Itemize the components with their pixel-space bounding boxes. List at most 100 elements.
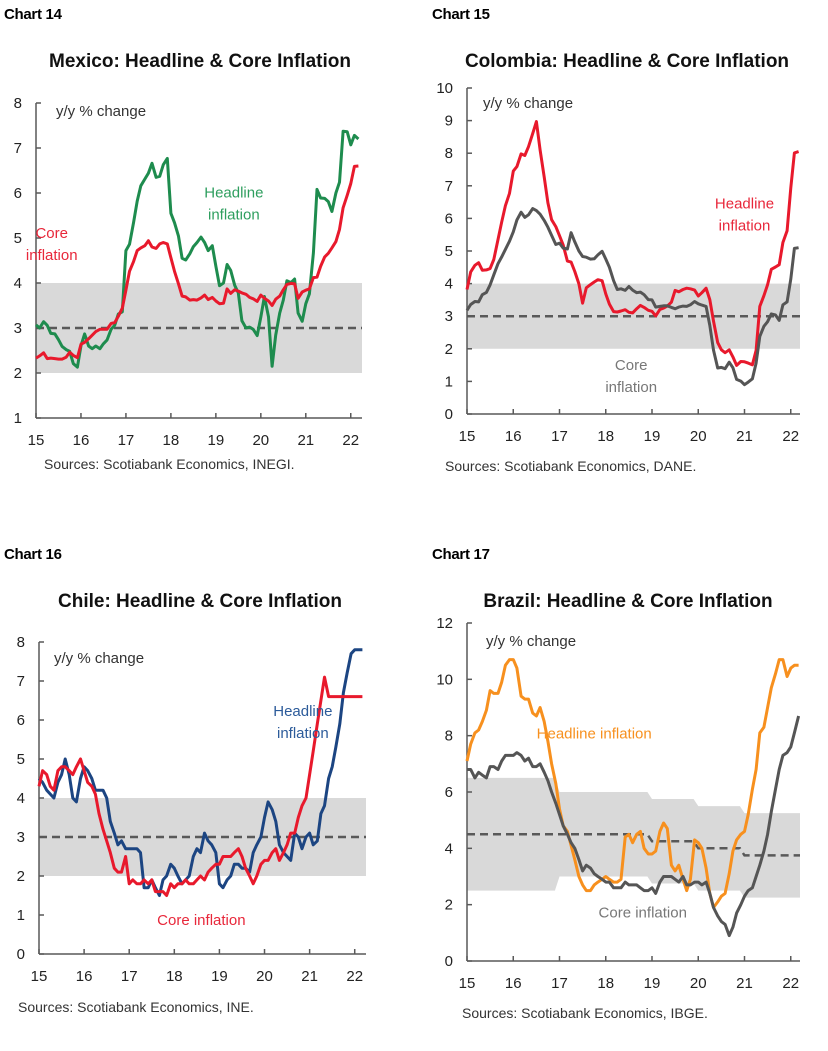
unit-label: y/y % change (54, 650, 144, 667)
chart-panel-mexico: Chart 14 Mexico: Headline & Core Inflati… (0, 0, 414, 511)
chart-colombia: Colombia: Headline & Core Inflation 0 1 2 3 4… (436, 51, 800, 474)
x-tick-label: 22 (782, 428, 799, 445)
x-tick-label: 15 (28, 432, 45, 449)
x-tick-label: 19 (644, 428, 661, 445)
y-tick-label: 1 (17, 907, 25, 924)
x-tick-label: 21 (297, 432, 314, 449)
y-tick-label: 6 (14, 185, 22, 202)
x-tick-label: 21 (736, 975, 753, 992)
chart-title: Chile: Headline & Core Inflation (58, 591, 342, 612)
x-tick-label: 19 (644, 975, 661, 992)
x-tick-label: 21 (736, 428, 753, 445)
x-tick-label: 16 (505, 428, 522, 445)
x-tick-label: 19 (208, 432, 225, 449)
chart-panel-chile: Chart 16 Chile: Headline & Core Inflatio… (0, 540, 414, 1051)
source-note: Sources: Scotiabank Economics, INEGI. (44, 456, 295, 472)
x-tick-label: 19 (211, 968, 228, 985)
unit-label: y/y % change (483, 95, 573, 112)
y-tick-label: 2 (17, 868, 25, 885)
x-tick-label: 15 (31, 968, 48, 985)
x-tick-label: 16 (73, 432, 90, 449)
chart-panel-brazil: Chart 17 Brazil: Headline & Core Inflati… (414, 540, 828, 1051)
y-tick-label: 2 (445, 341, 453, 358)
y-tick-label: 6 (445, 210, 453, 227)
y-tick-label: 2 (445, 897, 453, 914)
source-note: Sources: Scotiabank Economics, IBGE. (462, 1005, 708, 1021)
series-line-core (467, 715, 801, 938)
y-tick-label: 5 (17, 751, 25, 768)
y-tick-label: 2 (14, 365, 22, 382)
x-tick-label: 16 (505, 975, 522, 992)
y-tick-label: 3 (17, 829, 25, 846)
x-tick-label: 18 (597, 428, 614, 445)
x-tick-label: 17 (551, 428, 568, 445)
y-tick-label: 4 (445, 276, 453, 293)
chart-chile: Chile: Headline & Core Inflation 0 1 2 3 4 5 6 7… (17, 591, 366, 1015)
series-label-headline: Headline (715, 196, 774, 213)
series-line-headline (465, 658, 799, 909)
unit-label: y/y % change (486, 633, 576, 650)
series-label-core: Core (35, 225, 68, 242)
x-tick-label: 18 (597, 975, 614, 992)
y-tick-label: 1 (445, 373, 453, 390)
inflation-target-line (467, 833, 800, 857)
series-label-core: inflation (26, 247, 78, 264)
x-tick-label: 15 (459, 975, 476, 992)
y-tick-label: 8 (445, 728, 453, 745)
y-tick-label: 0 (445, 953, 453, 970)
x-tick-label: 16 (76, 968, 93, 985)
x-tick-label: 17 (121, 968, 138, 985)
y-tick-label: 4 (17, 790, 25, 807)
y-tick-label: 0 (17, 946, 25, 963)
y-tick-label: 9 (445, 113, 453, 130)
x-tick-label: 20 (256, 968, 273, 985)
y-tick-label: 7 (14, 140, 22, 157)
y-tick-label: 4 (445, 840, 453, 857)
y-tick-label: 7 (445, 178, 453, 195)
chart-brazil: Brazil: Headline & Core Inflation 0 2 4 6 8 10… (436, 591, 801, 1021)
y-tick-label: 3 (14, 320, 22, 337)
y-tick-label: 7 (17, 673, 25, 690)
x-tick-label: 22 (346, 968, 363, 985)
y-tick-label: 8 (17, 634, 25, 651)
x-tick-label: 17 (118, 432, 135, 449)
chart-mexico: Mexico: Headline & Core Inflation 1 2 3 4 5 6 7… (14, 51, 362, 472)
y-tick-label: 0 (445, 406, 453, 423)
series-line-headline (37, 648, 363, 897)
series-line-core (37, 675, 363, 897)
source-note: Sources: Scotiabank Economics, INE. (18, 999, 254, 1015)
y-tick-label: 10 (436, 80, 453, 97)
y-tick-label: 6 (17, 712, 25, 729)
unit-label: y/y % change (56, 103, 146, 120)
series-label-headline: Headline (273, 703, 332, 720)
series-label-headline: inflation (277, 725, 329, 742)
y-tick-label: 6 (445, 784, 453, 801)
chart-number: Chart 16 (4, 546, 62, 563)
x-tick-label: 20 (252, 432, 269, 449)
x-tick-label: 17 (551, 975, 568, 992)
y-tick-label: 8 (445, 145, 453, 162)
target-range-band (467, 283, 800, 349)
chart-number: Chart 17 (432, 546, 490, 563)
chart-title: Brazil: Headline & Core Inflation (483, 591, 772, 612)
chart-title: Colombia: Headline & Core Inflation (465, 51, 789, 72)
source-note: Sources: Scotiabank Economics, DANE. (445, 458, 696, 474)
x-tick-label: 20 (690, 428, 707, 445)
x-tick-label: 22 (342, 432, 359, 449)
y-tick-label: 4 (14, 275, 22, 292)
x-tick-label: 21 (301, 968, 318, 985)
x-tick-label: 22 (782, 975, 799, 992)
x-tick-label: 18 (166, 968, 183, 985)
y-tick-label: 12 (436, 615, 453, 632)
series-label-headline: inflation (719, 218, 771, 235)
chart-title: Mexico: Headline & Core Inflation (49, 51, 351, 72)
series-line-headline (35, 129, 360, 369)
series-line-core (35, 164, 359, 361)
chart-number: Chart 15 (432, 6, 490, 23)
chart-panel-colombia: Chart 15 Colombia: Headline & Core Infla… (414, 0, 828, 511)
series-label-headline: Headline (204, 185, 263, 202)
y-tick-label: 10 (436, 671, 453, 688)
y-tick-label: 5 (445, 243, 453, 260)
chart-number: Chart 14 (4, 6, 62, 23)
series-line-headline (465, 120, 800, 367)
